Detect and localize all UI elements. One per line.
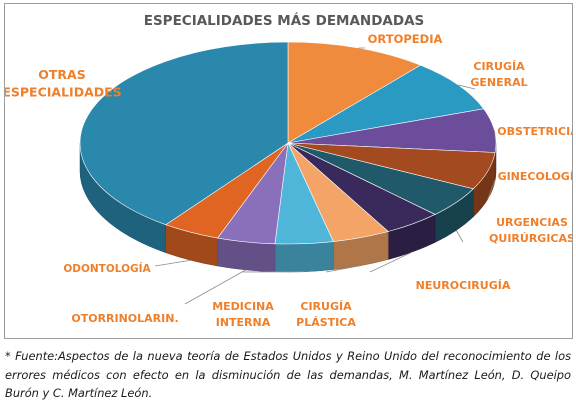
- slice-label-odontologia: ODONTOLOGÍA: [63, 262, 151, 275]
- leader-line-ginecologia: [487, 179, 496, 200]
- figure-caption: * Fuente:Aspectos de la nueva teoría de …: [5, 349, 571, 401]
- leader-line-urgencias-quirurgicas: [455, 230, 464, 243]
- slice-labels: ORTOPEDIA CIRUGÍA GENERAL OBSTETRICIA GINECO…: [5, 32, 572, 329]
- slice-label-medicina-interna: MEDICINA INTERNA: [212, 300, 274, 329]
- leader-line-cirugia-plastica: [325, 265, 362, 273]
- slice-label-ginecologia: GINECOLOGÍA: [498, 170, 572, 183]
- pie-slice-otras-especialidades: [79, 41, 289, 226]
- leader-line-odontologia: [154, 259, 191, 267]
- pie-top-faces: [79, 41, 497, 245]
- pie-side-walls: [79, 142, 497, 273]
- chart-frame: ESPECIALIDADES MÁS DEMANDADAS ORTOPEDIA C…: [4, 3, 573, 339]
- slice-label-otras-especialidades: OTRAS ESPECIALIDADES: [5, 67, 122, 100]
- slice-label-ortopedia: ORTOPEDIA: [368, 32, 443, 46]
- leader-line-cirugia-general: [458, 84, 476, 90]
- slice-label-otorrinolarin: OTORRINOLARIN.: [71, 312, 178, 325]
- slice-label-urgencias-quirurgicas: URGENCIAS QUIRÚRGICAS: [489, 216, 572, 245]
- pie-slice-ortopedia: [287, 41, 422, 144]
- pie-chart: ESPECIALIDADES MÁS DEMANDADAS ORTOPEDIA C…: [5, 12, 572, 329]
- slice-label-obstetricia: OBSTETRICIA: [497, 125, 572, 138]
- leader-line-neurocirugia: [369, 251, 414, 273]
- leader-line-obstetricia: [493, 130, 496, 136]
- pie-side-medicina-interna: [274, 241, 334, 273]
- chart-title: ESPECIALIDADES MÁS DEMANDADAS: [144, 12, 425, 29]
- leader-line-otorrinolarin: [184, 269, 247, 305]
- slice-label-cirugia-general: CIRUGÍA GENERAL: [470, 60, 527, 89]
- pie-slice-cirugia-general: [287, 64, 485, 144]
- slice-label-neurocirugia: NEUROCIRUGÍA: [416, 279, 511, 292]
- slice-label-cirugia-plastica: CIRUGÍA PLÁSTICA: [296, 300, 356, 329]
- leader-lines: [154, 47, 496, 305]
